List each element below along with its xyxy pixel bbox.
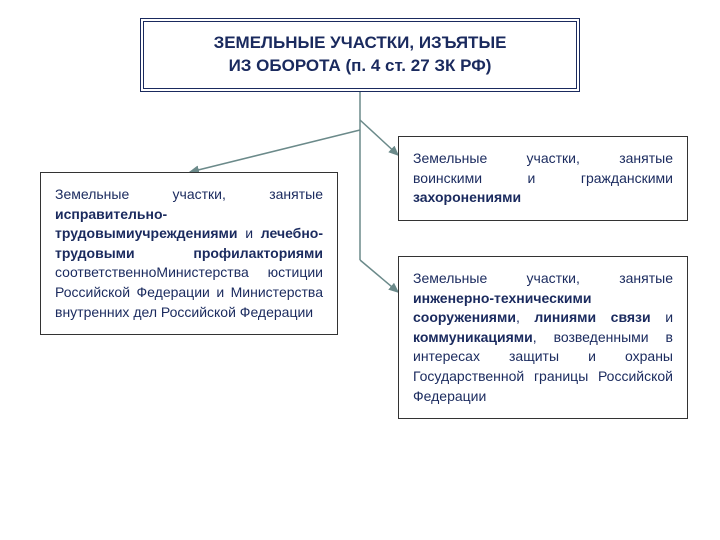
box-burials: Земельные участки, занятые воинскими и г… bbox=[398, 136, 688, 221]
text: Земельные участки, занятые bbox=[413, 270, 673, 286]
text: Земельные участки, занятые bbox=[55, 186, 323, 202]
text-bold: захоронениями bbox=[413, 189, 521, 205]
box-engineering-structures: Земельные участки, занятые инженерно-тех… bbox=[398, 256, 688, 419]
title-line1: ЗЕМЕЛЬНЫЕ УЧАСТКИ, ИЗЪЯТЫЕ bbox=[214, 33, 507, 52]
title-line2: ИЗ ОБОРОТА (п. 4 ст. 27 ЗК РФ) bbox=[229, 56, 492, 75]
text: и bbox=[238, 225, 261, 241]
text: соответственно bbox=[55, 264, 156, 280]
text: , bbox=[516, 309, 534, 325]
diagram-title: ЗЕМЕЛЬНЫЕ УЧАСТКИ, ИЗЪЯТЫЕ ИЗ ОБОРОТА (п… bbox=[140, 18, 580, 92]
box-corrective-institutions: Земельные участки, занятые исправительно… bbox=[40, 172, 338, 335]
text-bold: коммуникациями bbox=[413, 329, 533, 345]
text-bold: учреждениями bbox=[135, 225, 238, 241]
text: и bbox=[651, 309, 673, 325]
text: Земельные участки, занятые воинскими и г… bbox=[413, 150, 673, 186]
text-bold: линиями связи bbox=[534, 309, 650, 325]
